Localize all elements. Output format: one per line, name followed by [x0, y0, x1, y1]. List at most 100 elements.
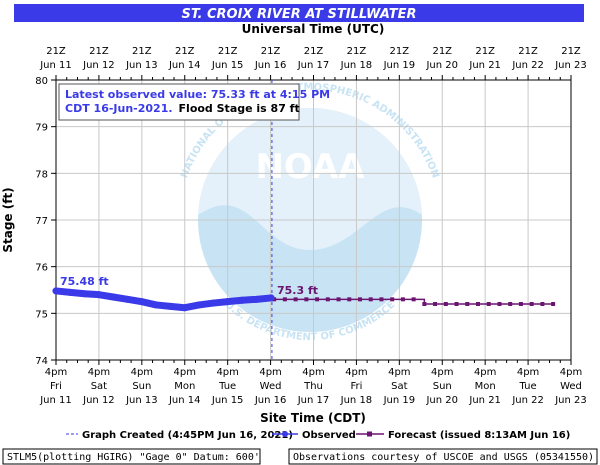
watermark-logo-text: NOAA: [255, 147, 365, 187]
x-tick-label: Jun 21: [468, 395, 501, 406]
y-tick-label: 76: [35, 263, 48, 274]
x-tick-label: Sun: [132, 381, 151, 392]
top-tick-label: Jun 21: [468, 60, 501, 71]
top-tick-label: 21Z: [89, 46, 109, 57]
top-tick-label: 21Z: [518, 46, 538, 57]
x-tick-label: Jun 12: [82, 395, 115, 406]
x-tick-label: Wed: [260, 381, 282, 392]
top-tick-label: 21Z: [432, 46, 452, 57]
x-tick-label: Jun 14: [168, 395, 201, 406]
observed-point: [152, 301, 160, 309]
x-tick-label: Fri: [350, 381, 362, 392]
x-tick-label: Mon: [174, 381, 195, 392]
annotation-date: CDT 16-Jun-2021.: [65, 102, 173, 115]
top-tick-label: Jun 15: [211, 60, 244, 71]
x-tick-label: Jun 20: [425, 395, 458, 406]
x-tick-label: Fri: [50, 381, 62, 392]
x-tick-label: Jun 15: [211, 395, 244, 406]
footer-datum-text: STLM5(plotting HGIRG) "Gage 0" Datum: 60…: [7, 452, 260, 463]
x-tick-label: 4pm: [88, 367, 110, 378]
forecast-point: [282, 297, 287, 302]
x-tick-label: Sat: [91, 381, 107, 392]
forecast-point: [315, 297, 320, 302]
watermark-bird-shape: [198, 108, 422, 250]
top-tick-label: Jun 20: [425, 60, 458, 71]
footer-credits-text: Observations courtesy of USCOE and USGS …: [293, 452, 594, 463]
x-tick-label: Sun: [433, 381, 452, 392]
forecast-point: [486, 302, 491, 306]
top-tick-label: Jun 11: [39, 60, 72, 71]
footer: STLM5(plotting HGIRG) "Gage 0" Datum: 60…: [2, 448, 598, 465]
top-tick-label: Jun 13: [125, 60, 158, 71]
latest-observation-box: Latest observed value: 75.33 ft at 4:15 …: [58, 83, 330, 121]
x-tick-label: 4pm: [345, 367, 367, 378]
x-tick-label: 4pm: [388, 367, 410, 378]
observed-point: [166, 302, 174, 310]
forecast-point: [433, 302, 438, 306]
observed-point: [52, 287, 60, 295]
forecast-point: [422, 302, 427, 306]
latest-value-label: 75.3 ft: [277, 284, 318, 297]
observed-point: [138, 298, 146, 306]
forecast-point: [465, 302, 470, 306]
x-tick-label: 4pm: [259, 367, 281, 378]
x-tick-label: Jun 18: [340, 395, 373, 406]
annotation-frame: [58, 83, 300, 121]
top-tick-label: Jun 18: [340, 60, 373, 71]
x-tick-label: Jun 23: [554, 395, 587, 406]
forecast-series: [272, 297, 556, 306]
forecast-point: [390, 297, 395, 302]
observed-point: [195, 301, 203, 309]
x-tick-label: 4pm: [302, 367, 324, 378]
observed-point: [81, 290, 89, 298]
top-tick-label: 21Z: [475, 46, 495, 57]
title-bar-fill: [14, 4, 584, 22]
chart-title: ST. CROIX RIVER AT STILLWATER: [182, 7, 417, 22]
observed-point: [109, 293, 117, 301]
top-tick-label: 21Z: [304, 46, 324, 57]
top-tick-label: 21Z: [390, 46, 410, 57]
observed-point: [66, 288, 74, 296]
legend: Graph Created (4:45PM Jun 16, 2021) Obse…: [66, 430, 570, 441]
forecast-point: [551, 302, 556, 306]
x-tick-label: Tue: [218, 381, 236, 392]
top-tick-label: Jun 16: [254, 60, 287, 71]
x-tick-label: 4pm: [517, 367, 539, 378]
x-tick-label: 4pm: [174, 367, 196, 378]
observed-point: [252, 295, 260, 303]
forecast-point: [325, 297, 330, 302]
x-tick-label: Sat: [391, 381, 407, 392]
x-tick-label: Wed: [560, 381, 582, 392]
y-tick-label: 75: [35, 309, 48, 320]
top-tick-label: 21Z: [347, 46, 367, 57]
top-axis-title: Universal Time (UTC): [242, 22, 385, 36]
y-tick-label: 79: [35, 123, 48, 134]
top-tick-label: 21Z: [132, 46, 152, 57]
x-tick-label: Mon: [475, 381, 496, 392]
forecast-point: [293, 297, 298, 302]
annotation-line-1: Latest observed value: 75.33 ft at 4:15 …: [65, 88, 330, 101]
forecast-point: [357, 297, 362, 302]
top-tick-label: 21Z: [175, 46, 195, 57]
forecast-point: [347, 297, 352, 302]
x-tick-label: 4pm: [216, 367, 238, 378]
legend-created-label: Graph Created (4:45PM Jun 16, 2021): [82, 430, 293, 441]
legend-forecast-label: Forecast (issued 8:13AM Jun 16): [388, 430, 570, 441]
observed-point: [209, 299, 217, 307]
observed-start-label: 75.48 ft: [60, 275, 109, 288]
title-bar: ST. CROIX RIVER AT STILLWATER: [14, 4, 584, 22]
forecast-point: [336, 297, 341, 302]
forecast-point: [304, 297, 309, 302]
top-tick-label: 21Z: [218, 46, 238, 57]
annotation-line-2: CDT 16-Jun-2021. Flood Stage is 87 ft: [65, 102, 300, 115]
x-tick-label: Jun 17: [297, 395, 330, 406]
x-tick-label: 4pm: [431, 367, 453, 378]
noaa-watermark: NATIONAL OCEANIC AND ATMOSPHERIC ADMINIS…: [174, 82, 446, 356]
x-tick-label: Jun 22: [511, 395, 544, 406]
top-tick-label: Jun 12: [82, 60, 115, 71]
x-tick-label: 4pm: [131, 367, 153, 378]
observed-point: [267, 294, 275, 302]
forecast-point: [540, 302, 545, 306]
forecast-point: [443, 302, 448, 306]
